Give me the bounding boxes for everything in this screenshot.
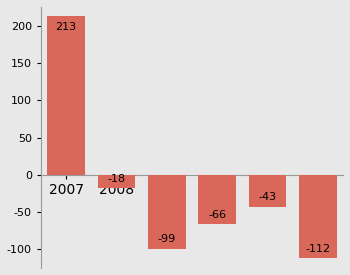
Bar: [98, 175, 135, 188]
Text: -112: -112: [305, 244, 330, 254]
Bar: [47, 16, 85, 175]
Text: -99: -99: [158, 234, 176, 244]
Text: -66: -66: [208, 210, 226, 219]
Bar: [299, 175, 337, 258]
Text: -43: -43: [258, 192, 276, 202]
Bar: [148, 175, 186, 249]
Bar: [198, 175, 236, 224]
Text: -18: -18: [107, 174, 126, 184]
Bar: [248, 175, 286, 207]
Text: 213: 213: [56, 22, 77, 32]
